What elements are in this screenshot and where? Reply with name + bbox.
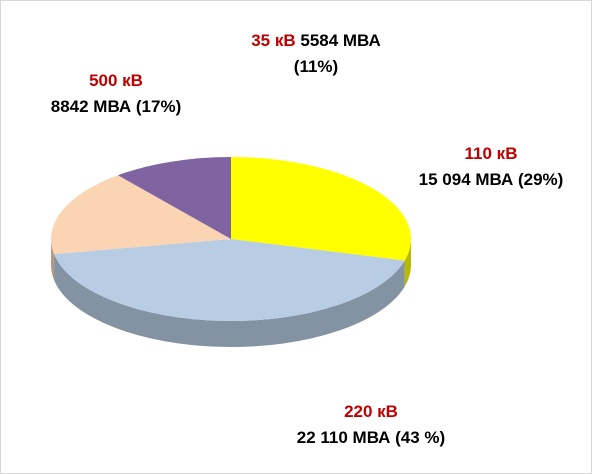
slice-side xyxy=(404,239,411,287)
category-label: 220 кВ xyxy=(344,402,398,421)
slice xyxy=(54,239,405,321)
data-label: 110 кВ 15 094 МВА (29%) xyxy=(411,141,571,193)
value-label: 15 094 МВА (29%) xyxy=(418,170,564,189)
data-label: 500 кВ 8842 МВА (17%) xyxy=(41,68,191,120)
slice-side xyxy=(54,254,405,347)
category-label: 35 кВ xyxy=(251,31,296,50)
data-label: 35 кВ 5584 МВА (11%) xyxy=(241,28,391,80)
category-label: 500 кВ xyxy=(89,71,143,90)
data-label: 220 кВ 22 110 МВА (43 %) xyxy=(221,399,521,451)
value-label: 5584 МВА (11%) xyxy=(293,31,381,76)
slice xyxy=(117,157,231,239)
value-label: 8842 МВА (17%) xyxy=(50,97,182,116)
value-label: 22 110 МВА (43 %) xyxy=(296,428,446,447)
slice xyxy=(51,175,231,255)
slice-side xyxy=(51,239,55,281)
category-label: 110 кВ xyxy=(464,144,518,163)
slice xyxy=(231,157,411,261)
